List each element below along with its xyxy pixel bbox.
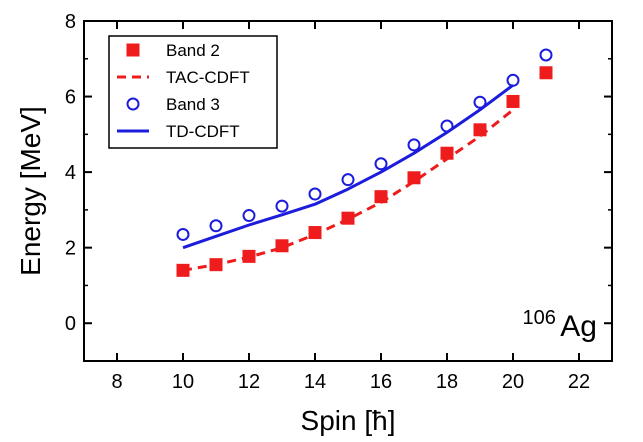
x-axis-label: Spin [ħ] <box>301 405 396 436</box>
plot-frame <box>83 20 613 362</box>
data-point <box>539 48 553 62</box>
axes: 8 10 12 14 16 18 20 22 0 2 4 6 8 <box>65 11 613 393</box>
x-tick-label: 18 <box>436 371 458 393</box>
y-tick-label: 2 <box>65 238 76 260</box>
annotation-element: Ag <box>560 310 597 343</box>
data-point <box>176 227 190 241</box>
series-line <box>182 108 514 272</box>
data-point <box>506 73 520 87</box>
y-tick-label: 6 <box>65 87 76 109</box>
series-layer <box>176 48 553 277</box>
series-line <box>182 83 514 250</box>
legend-entry: TAC-CDFT <box>117 68 250 87</box>
element-annotation: 106 Ag <box>522 307 597 343</box>
data-point <box>539 66 553 80</box>
data-point <box>473 95 487 109</box>
annotation-mass-number: 106 <box>522 307 555 329</box>
legend-swatch <box>126 97 140 111</box>
y-tick-label: 4 <box>65 162 76 184</box>
legend-label: Band 3 <box>166 95 220 114</box>
x-tick-label: 10 <box>172 371 194 393</box>
x-tick-label: 20 <box>502 371 524 393</box>
data-point <box>176 263 190 277</box>
y-tick-label: 0 <box>65 313 76 335</box>
legend-entry: Band 3 <box>126 95 220 114</box>
y-tick-label: 8 <box>65 11 76 33</box>
x-tick-label: 8 <box>111 371 122 393</box>
legend-entry: TD-CDFT <box>117 122 240 141</box>
data-point <box>209 219 223 233</box>
legend: Band 2 TAC-CDFT Band 3 TD-CDFT <box>108 35 278 149</box>
legend-entry: Band 2 <box>126 41 220 60</box>
data-point <box>308 187 322 201</box>
data-point <box>308 226 322 240</box>
x-tick-label: 22 <box>568 371 590 393</box>
legend-label: TAC-CDFT <box>166 68 250 87</box>
y-axis-label: Energy [MeV] <box>15 106 46 276</box>
legend-label: Band 2 <box>166 41 220 60</box>
data-point <box>341 173 355 187</box>
data-point <box>275 199 289 213</box>
data-point <box>242 209 256 223</box>
data-point <box>506 94 520 108</box>
data-point <box>374 157 388 171</box>
legend-label: TD-CDFT <box>166 122 240 141</box>
series-band-3 <box>176 48 553 241</box>
x-tick-label: 12 <box>238 371 260 393</box>
series-tac-cdft <box>182 108 514 272</box>
data-point <box>407 138 421 152</box>
legend-swatch <box>126 43 140 57</box>
series-td-cdft <box>182 83 514 250</box>
data-point <box>407 171 421 185</box>
x-tick-label: 16 <box>370 371 392 393</box>
x-tick-label: 14 <box>304 371 326 393</box>
